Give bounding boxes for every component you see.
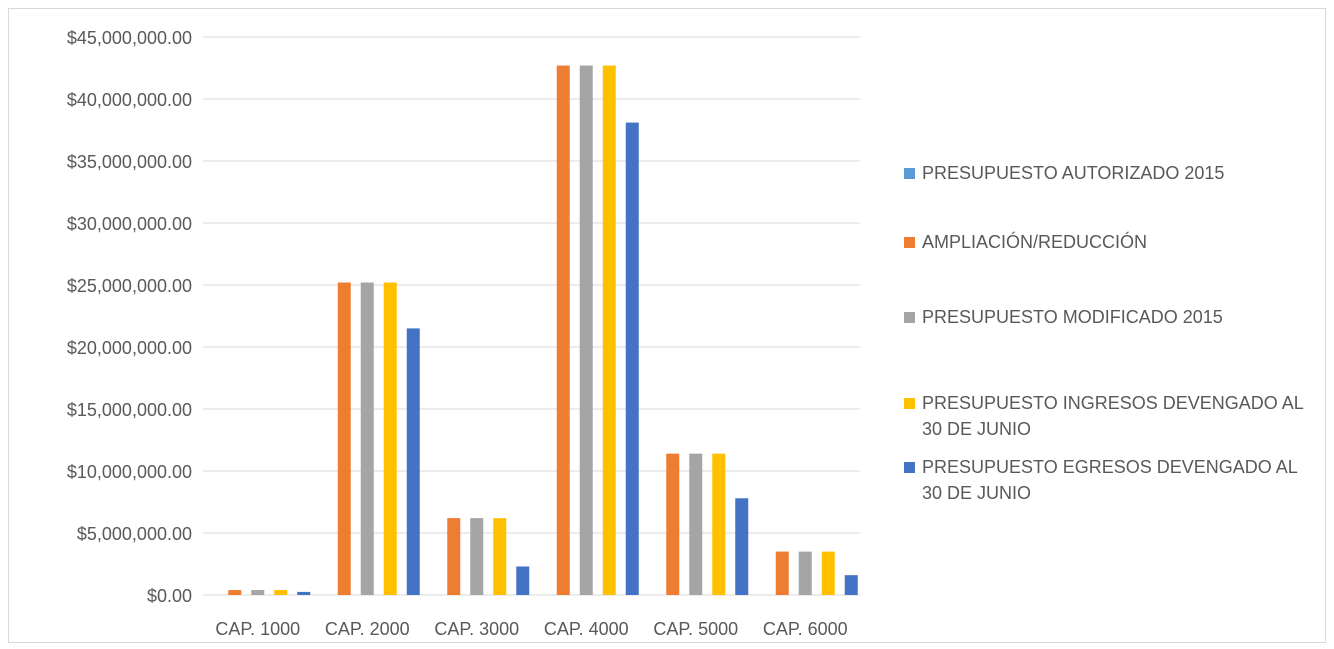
x-tick-label: CAP. 3000	[434, 619, 519, 639]
legend-label: PRESUPUESTO MODIFICADO 2015	[922, 307, 1223, 327]
bar-5-4	[625, 122, 639, 595]
legend-item: PRESUPUESTO AUTORIZADO 2015	[904, 160, 1322, 186]
legend-item: PRESUPUESTO INGRESOS DEVENGADO AL 30 DE …	[904, 390, 1322, 442]
legend-swatch	[904, 168, 915, 179]
legend-swatch	[904, 312, 915, 323]
bar-4-6	[821, 551, 835, 595]
bar-4-4	[602, 65, 616, 595]
y-tick-label: $20,000,000.00	[67, 338, 192, 358]
y-tick-label: $35,000,000.00	[67, 152, 192, 172]
bar-5-3	[516, 566, 530, 595]
bar-2-1	[228, 590, 242, 595]
bar-3-3	[470, 518, 484, 595]
legend-swatch	[904, 462, 915, 473]
x-tick-label: CAP. 6000	[763, 619, 848, 639]
bar-3-1	[251, 590, 265, 595]
legend-swatch	[904, 398, 915, 409]
legend-label: AMPLIACIÓN/REDUCCIÓN	[922, 232, 1148, 252]
bar-2-3	[447, 518, 461, 595]
y-tick-label: $40,000,000.00	[67, 90, 192, 110]
y-tick-label: $15,000,000.00	[67, 400, 192, 420]
bar-2-4	[556, 65, 570, 595]
bar-5-5	[735, 498, 749, 595]
y-tick-label: $10,000,000.00	[67, 462, 192, 482]
legend-label: PRESUPUESTO INGRESOS DEVENGADO AL 30 DE …	[922, 393, 1304, 439]
bar-5-2	[406, 328, 420, 595]
legend-item: PRESUPUESTO EGRESOS DEVENGADO AL 30 DE J…	[904, 454, 1322, 506]
bar-5-6	[844, 575, 858, 595]
bar-4-1	[274, 590, 288, 595]
x-tick-label: CAP. 1000	[215, 619, 300, 639]
bar-3-4	[579, 65, 593, 595]
bar-4-3	[493, 518, 507, 595]
bar-4-5	[712, 453, 726, 595]
bar-5-1	[297, 591, 311, 595]
bar-4-2	[383, 282, 397, 595]
legend-label: PRESUPUESTO AUTORIZADO 2015	[922, 163, 1225, 183]
y-tick-label: $0.00	[147, 586, 192, 606]
bar-3-6	[798, 551, 812, 595]
bar-3-2	[360, 282, 374, 595]
y-tick-label: $30,000,000.00	[67, 214, 192, 234]
y-tick-label: $5,000,000.00	[77, 524, 192, 544]
bar-2-5	[666, 453, 680, 595]
x-tick-label: CAP. 2000	[325, 619, 410, 639]
bar-3-5	[689, 453, 703, 595]
legend-item: PRESUPUESTO MODIFICADO 2015	[904, 304, 1322, 330]
y-tick-label: $25,000,000.00	[67, 276, 192, 296]
x-tick-label: CAP. 4000	[544, 619, 629, 639]
bar-2-6	[775, 551, 789, 595]
bar-2-2	[337, 282, 351, 595]
y-tick-label: $45,000,000.00	[67, 28, 192, 48]
chart-frame	[8, 8, 1326, 643]
legend-swatch	[904, 237, 915, 248]
legend-item: AMPLIACIÓN/REDUCCIÓN	[904, 229, 1322, 255]
x-tick-label: CAP. 5000	[653, 619, 738, 639]
legend-label: PRESUPUESTO EGRESOS DEVENGADO AL 30 DE J…	[922, 457, 1298, 503]
